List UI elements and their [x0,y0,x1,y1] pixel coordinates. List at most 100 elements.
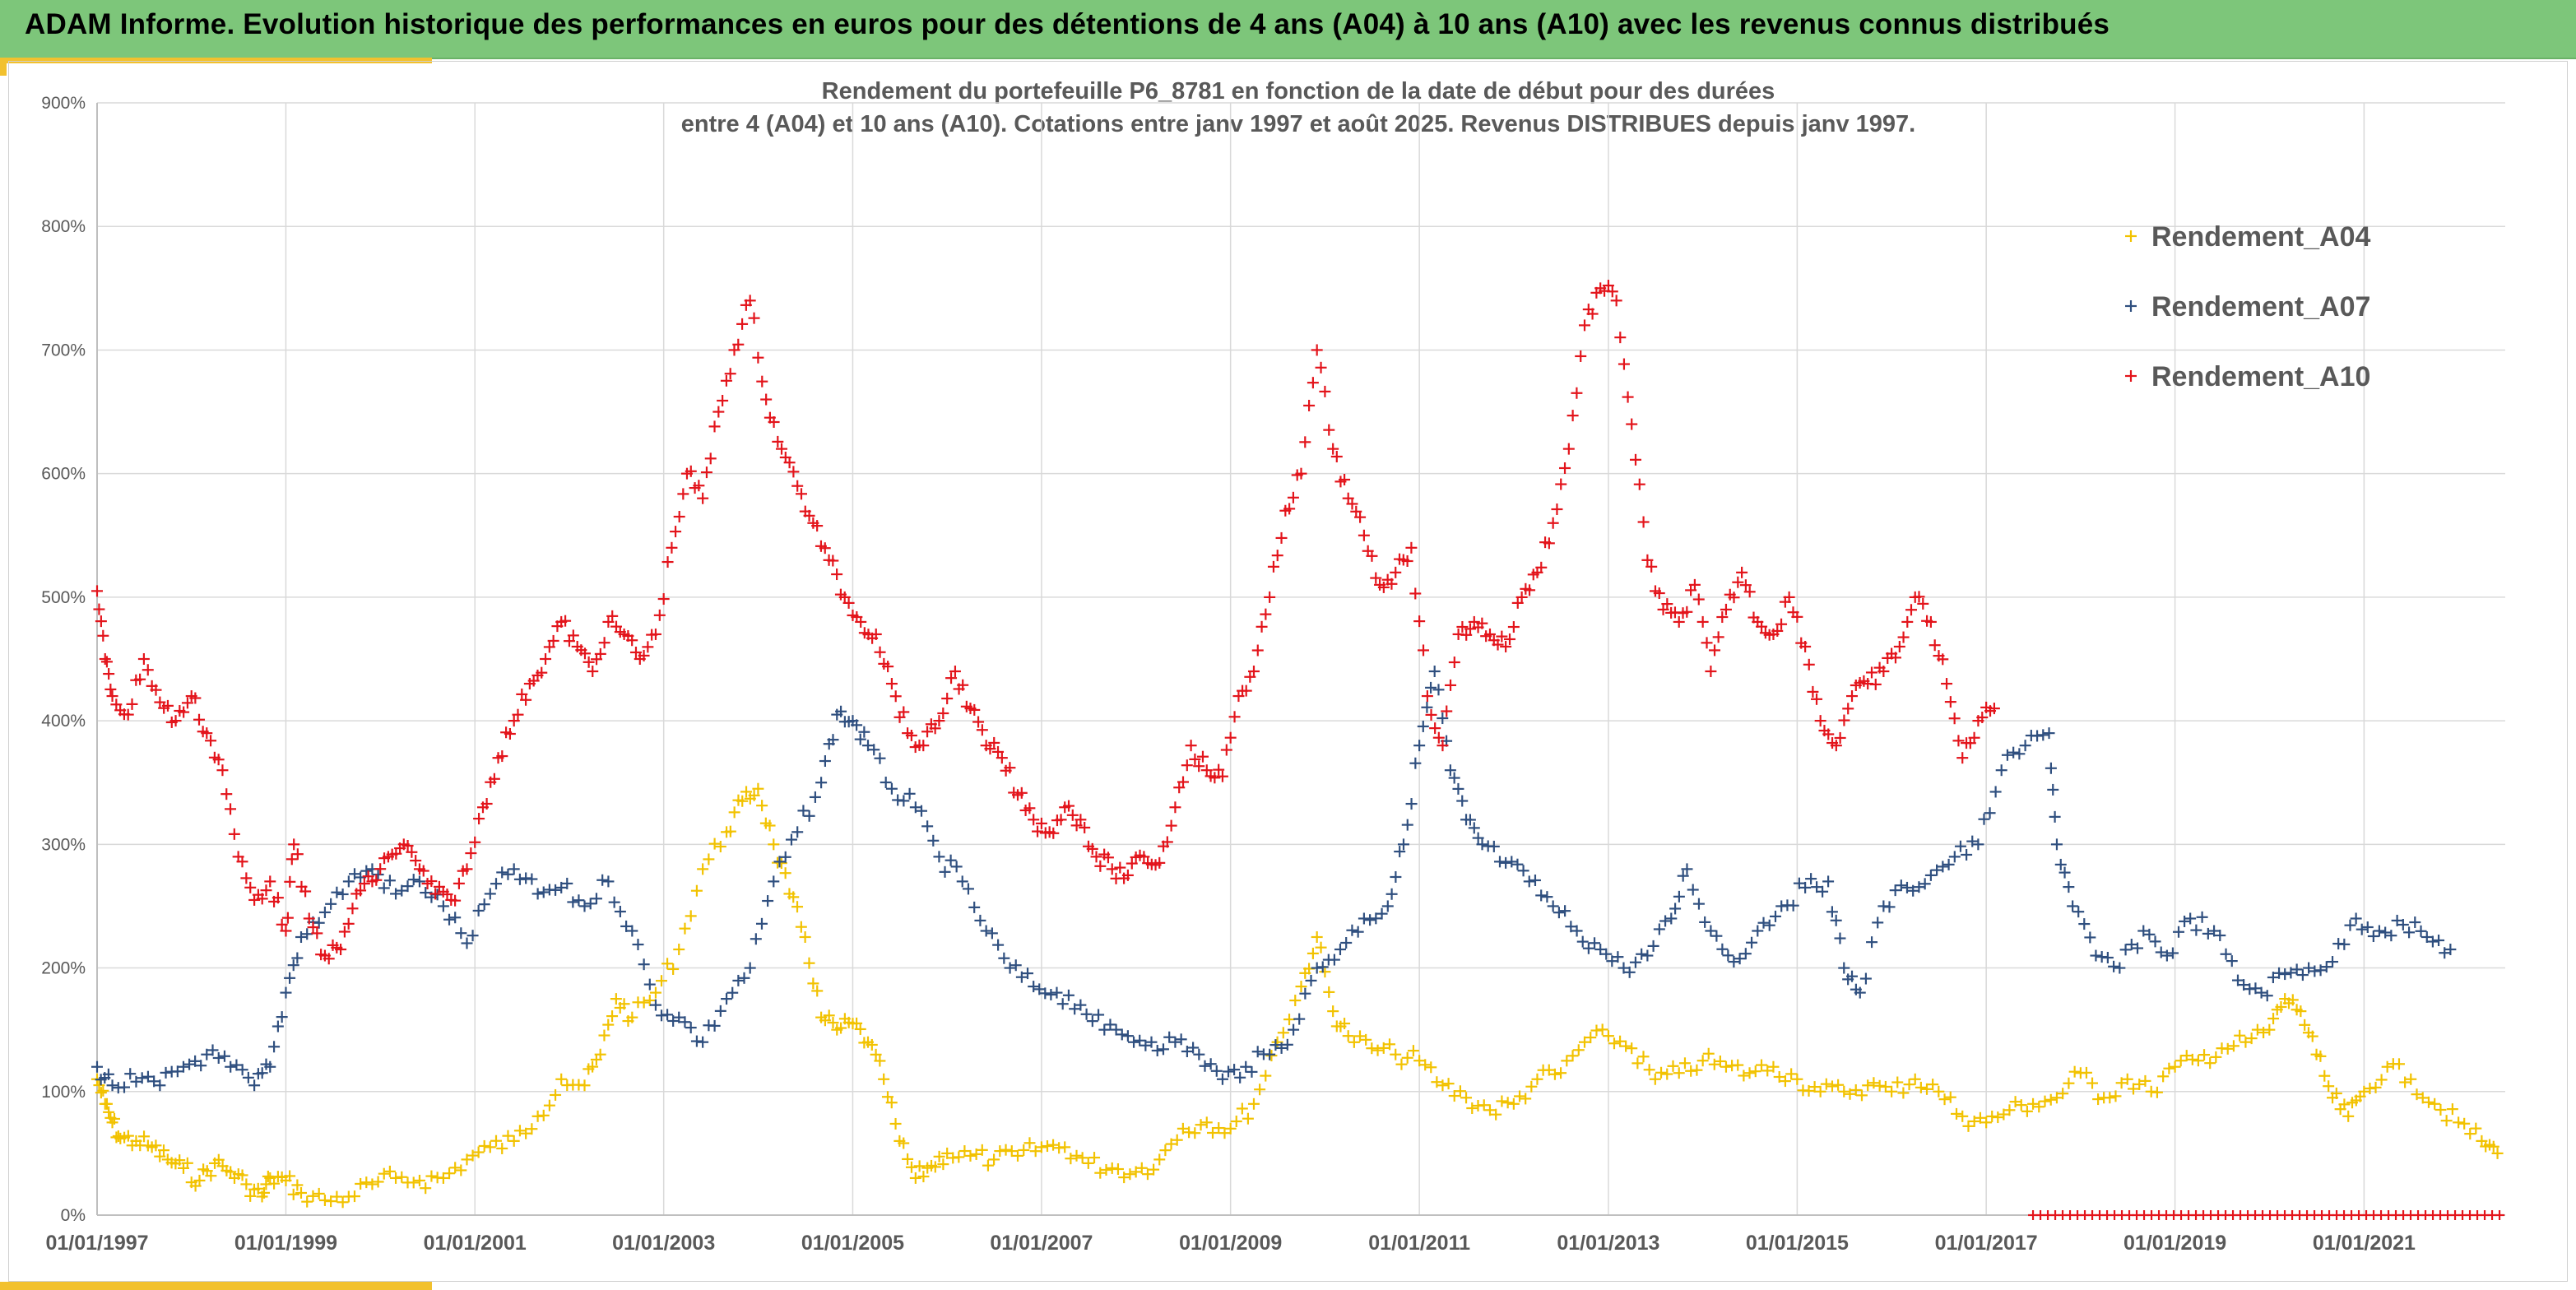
data-point [466,1149,479,1162]
data-point [1917,597,1929,610]
data-point [1771,624,1784,637]
data-point [103,1106,115,1118]
data-point [106,1079,118,1092]
data-point [1626,418,1638,430]
data-point [1980,1116,1993,1129]
data-point [1126,857,1138,870]
data-point [1421,690,1433,703]
data-point [2021,1105,2033,1117]
data-point [1773,1070,1785,1083]
data-point [1454,1085,1466,1097]
data-point [1937,861,1949,873]
data-point [1011,1149,1023,1162]
data-point [1500,856,1512,869]
x-tick-label: 01/01/2011 [1368,1232,1470,1255]
data-point [1653,923,1665,935]
data-point [1716,611,1729,624]
data-point [988,736,1000,749]
data-point [870,1048,882,1060]
data-point [1502,1097,1514,1109]
data-point [1005,1145,1018,1158]
data-point [1464,623,1476,635]
data-point [473,813,485,825]
legend-label: Rendement_A04 [2151,221,2371,253]
data-point [1236,1102,1248,1115]
data-point [154,1150,166,1162]
data-point [626,634,638,647]
data-point [2453,1116,2465,1129]
data-point [2163,1062,2175,1074]
data-point [189,692,202,704]
data-point [915,805,927,817]
data-point [425,875,438,888]
data-point [937,708,949,720]
data-point [1507,621,1520,633]
data-point [2350,912,2362,925]
data-point [207,1044,219,1056]
data-point [1187,1042,1200,1054]
data-point [2444,944,2457,956]
data-point [390,888,402,900]
data-point [1251,644,1264,657]
data-point [177,1060,189,1073]
data-point [1576,935,1589,948]
data-point [1448,772,1460,784]
data-point [1277,1027,1289,1039]
data-point [2342,1110,2355,1122]
data-point [461,937,473,949]
data-point [1681,863,1693,875]
data-point [1445,679,1457,691]
data-point [461,863,473,875]
data-point [842,596,855,609]
data-point [998,952,1010,964]
data-point [851,1017,863,1029]
data-point [929,1161,941,1173]
data-point [2385,930,2397,942]
data-point [1390,1048,1402,1060]
data-point [2155,946,2167,958]
data-point [225,803,237,815]
data-point [1830,740,1842,752]
data-point [667,963,680,975]
data-point [2031,730,2044,742]
data-point [1655,1066,1668,1079]
data-point [1032,825,1044,838]
data-point [1901,881,1913,893]
data-point [240,872,253,884]
data-point [2338,938,2351,950]
data-point [1466,1102,1478,1115]
data-point [819,542,831,555]
data-point [1200,1116,1213,1129]
data-point [992,745,1005,758]
data-point [201,1048,213,1060]
data-point [2192,1055,2204,1067]
data-point [378,882,390,894]
data-point [1354,511,1367,523]
data-point [657,593,670,606]
data-point [1358,529,1370,541]
data-point [93,603,105,615]
data-point [1699,916,1711,928]
data-point [1281,1038,1293,1051]
data-point [1677,870,1689,882]
data-point [1511,596,1524,609]
data-point [1028,814,1040,826]
data-point [815,777,828,789]
data-point [982,1159,994,1172]
data-point [122,708,134,721]
data-point [1287,491,1299,503]
data-point [724,368,736,380]
data-point [1283,1014,1296,1026]
data-point [1269,1039,1282,1051]
data-point [1515,591,1528,603]
y-tick-label: 400% [41,712,86,731]
data-point [2184,912,2197,925]
data-point [1311,344,1323,356]
data-point [2127,1083,2139,1095]
data-point [1862,1079,1874,1092]
data-point [189,1055,202,1067]
data-point [1114,861,1126,874]
data-point [230,1059,243,1071]
data-point [2101,952,2114,964]
data-point [1307,947,1319,959]
